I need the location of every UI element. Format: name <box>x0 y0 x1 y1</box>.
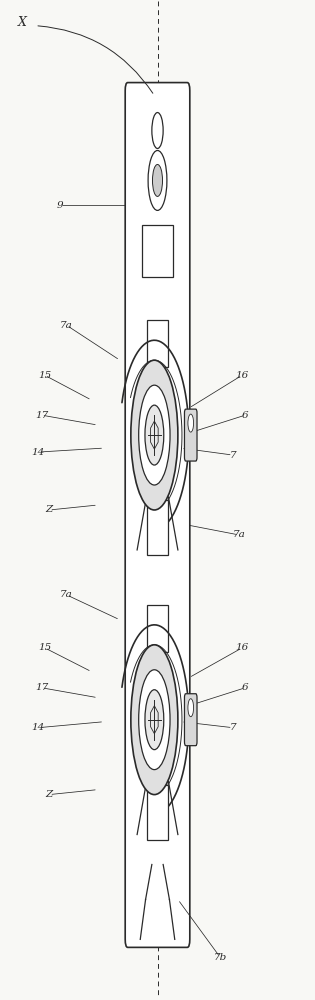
Text: 15: 15 <box>38 643 51 652</box>
Circle shape <box>139 385 170 485</box>
Text: 14: 14 <box>32 723 45 732</box>
Text: 16: 16 <box>236 643 249 652</box>
Text: 16: 16 <box>236 371 249 380</box>
Bar <box>146 663 169 777</box>
Circle shape <box>145 405 164 465</box>
Circle shape <box>148 150 167 210</box>
Text: 7: 7 <box>229 451 236 460</box>
Text: 6: 6 <box>242 411 249 420</box>
Circle shape <box>131 645 178 795</box>
Bar <box>142 225 173 277</box>
Text: 7b: 7b <box>214 953 227 962</box>
Text: Z: Z <box>46 790 53 799</box>
Circle shape <box>152 164 163 196</box>
FancyBboxPatch shape <box>125 83 190 947</box>
FancyBboxPatch shape <box>185 409 197 461</box>
Bar <box>146 500 169 555</box>
Circle shape <box>188 414 193 432</box>
FancyBboxPatch shape <box>185 694 197 746</box>
Bar <box>146 605 169 652</box>
Text: 17: 17 <box>35 411 48 420</box>
Bar <box>146 320 169 367</box>
Text: 15: 15 <box>38 371 51 380</box>
Text: 7a: 7a <box>60 590 73 599</box>
Text: 17: 17 <box>35 683 48 692</box>
Bar <box>146 785 169 840</box>
Text: 6: 6 <box>242 683 249 692</box>
Circle shape <box>139 670 170 770</box>
Circle shape <box>145 690 164 750</box>
Text: 14: 14 <box>32 448 45 457</box>
Bar <box>146 378 169 492</box>
Text: 7: 7 <box>229 723 236 732</box>
Text: 7a: 7a <box>233 530 245 539</box>
Circle shape <box>152 113 163 148</box>
Text: 9: 9 <box>57 201 64 210</box>
Text: 7a: 7a <box>60 321 73 330</box>
Circle shape <box>188 699 193 717</box>
Circle shape <box>131 360 178 510</box>
Text: Z: Z <box>46 505 53 514</box>
Text: X: X <box>18 16 27 29</box>
